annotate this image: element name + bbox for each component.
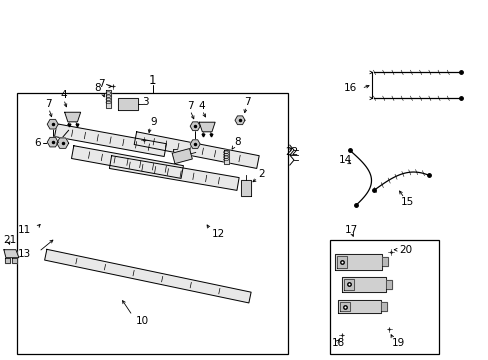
Text: 16: 16 [344, 84, 357, 93]
Polygon shape [223, 150, 228, 164]
Text: 11: 11 [18, 225, 31, 235]
Text: 4: 4 [60, 90, 67, 100]
Polygon shape [44, 249, 251, 303]
Polygon shape [339, 302, 349, 311]
Polygon shape [190, 122, 200, 131]
Polygon shape [4, 250, 19, 258]
Text: 12: 12 [212, 229, 225, 239]
Text: 13: 13 [18, 249, 31, 259]
Polygon shape [5, 258, 10, 263]
Text: 7: 7 [98, 79, 104, 89]
Polygon shape [118, 98, 138, 110]
Bar [329, 240, 438, 354]
Polygon shape [341, 276, 386, 292]
Polygon shape [172, 149, 192, 163]
Polygon shape [64, 112, 81, 122]
Polygon shape [337, 300, 381, 314]
Polygon shape [55, 124, 166, 157]
Polygon shape [199, 122, 215, 132]
Text: 8: 8 [94, 84, 101, 93]
Polygon shape [47, 138, 58, 147]
Polygon shape [190, 140, 200, 148]
Text: 20: 20 [399, 245, 412, 255]
Polygon shape [12, 258, 17, 263]
Polygon shape [241, 180, 250, 196]
Text: 6: 6 [34, 138, 41, 148]
Text: 19: 19 [390, 338, 404, 348]
Text: 1: 1 [149, 74, 156, 87]
Text: 7: 7 [45, 99, 52, 109]
Polygon shape [343, 279, 353, 289]
Text: 5: 5 [171, 149, 178, 159]
Text: 2: 2 [258, 169, 264, 179]
Text: 9: 9 [150, 117, 157, 127]
Text: 7: 7 [244, 97, 250, 107]
Polygon shape [134, 132, 259, 168]
Polygon shape [334, 254, 382, 270]
Text: 7: 7 [186, 101, 193, 111]
Text: 15: 15 [400, 197, 413, 207]
Text: 14: 14 [338, 155, 351, 165]
Polygon shape [381, 302, 386, 311]
Polygon shape [57, 138, 68, 148]
Text: 3: 3 [142, 97, 149, 107]
Polygon shape [109, 156, 239, 190]
Text: 4: 4 [199, 101, 205, 111]
Polygon shape [382, 257, 387, 266]
Text: 10: 10 [135, 316, 148, 327]
Text: 18: 18 [331, 338, 344, 348]
Text: 8: 8 [234, 137, 240, 147]
Polygon shape [386, 280, 392, 289]
Polygon shape [106, 90, 111, 108]
Polygon shape [47, 120, 58, 129]
Polygon shape [336, 256, 346, 268]
Polygon shape [235, 116, 244, 125]
Polygon shape [71, 146, 183, 179]
Text: 22: 22 [285, 147, 298, 157]
Text: 21: 21 [3, 235, 16, 245]
Text: 17: 17 [344, 225, 358, 235]
Bar [18, 93, 288, 354]
